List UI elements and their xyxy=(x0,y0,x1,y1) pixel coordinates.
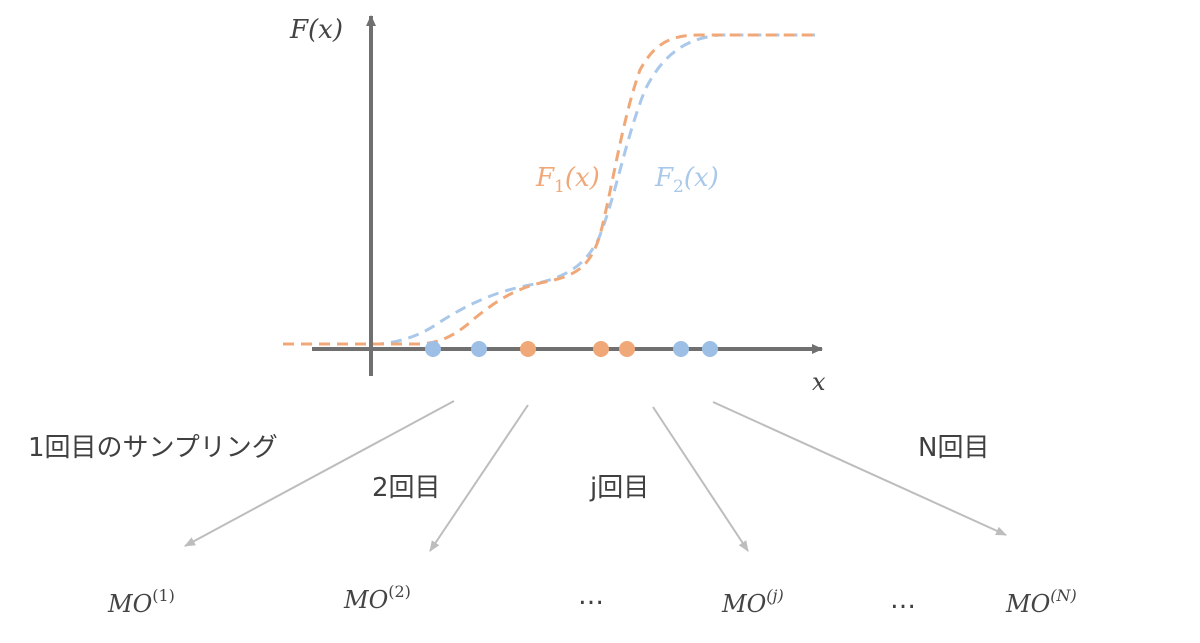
x-axis-label: x xyxy=(812,368,826,396)
label-sampling-j: j回目 xyxy=(589,473,649,503)
output-mo-n: MO(N) xyxy=(1005,586,1077,618)
f1-curve-label: F1(x) xyxy=(535,163,600,197)
output-mo-1: MO(1) xyxy=(107,586,175,618)
sample-point-f2-7 xyxy=(702,341,718,357)
arrow-sampling-j xyxy=(652,406,749,552)
f2-curve xyxy=(283,33,815,346)
output-ellipsis-1: … xyxy=(578,581,604,611)
sample-points xyxy=(425,341,718,357)
label-sampling-n: N回目 xyxy=(918,433,989,463)
output-mo-2: MO(2) xyxy=(343,582,411,614)
label-sampling-2: 2回目 xyxy=(372,473,441,503)
sample-point-f1-4 xyxy=(593,341,609,357)
output-ellipsis-2: … xyxy=(890,585,916,615)
sample-point-f1-5 xyxy=(619,341,635,357)
f1-curve xyxy=(283,33,815,346)
sample-point-f1-3 xyxy=(520,341,536,357)
label-sampling-1: 1回目のサンプリング xyxy=(28,433,278,463)
sample-point-f2-2 xyxy=(471,341,487,357)
arrow-sampling-2 xyxy=(429,404,529,552)
sample-point-f2-1 xyxy=(425,341,441,357)
arrow-sampling-1 xyxy=(184,400,455,547)
y-axis-label: F(x) xyxy=(289,15,343,45)
arrow-sampling-n xyxy=(712,401,1007,536)
output-mo-j: MO(j) xyxy=(721,586,784,618)
sample-point-f2-6 xyxy=(673,341,689,357)
f2-curve-label: F2(x) xyxy=(654,163,719,197)
